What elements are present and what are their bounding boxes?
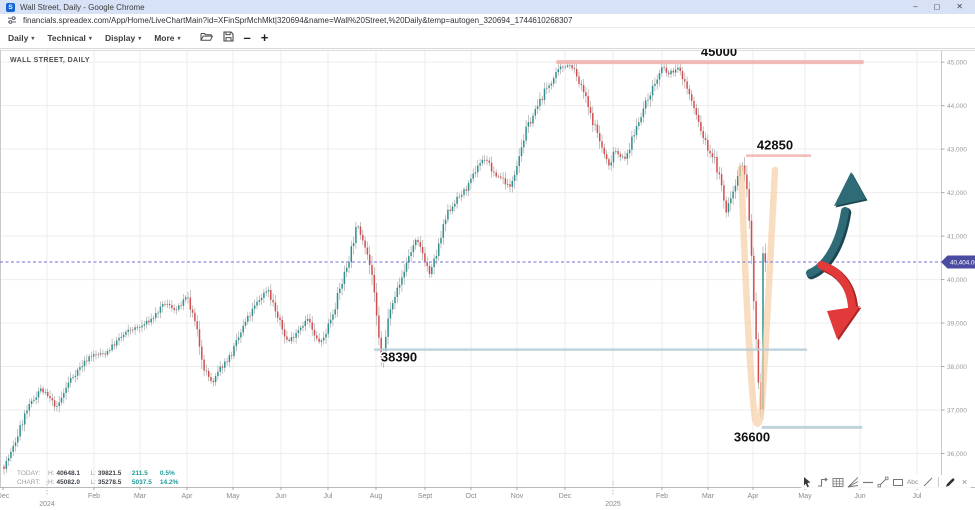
save-icon[interactable] [222, 29, 234, 47]
svg-text:36,000: 36,000 [947, 451, 967, 458]
titlebar: S Wall Street, Daily - Google Chrome – ◻… [0, 0, 975, 14]
svg-text:40,000: 40,000 [947, 277, 967, 284]
pencil-tool-icon[interactable] [943, 475, 956, 489]
svg-text:Aug: Aug [370, 493, 383, 500]
chart-canvas[interactable]: 45,000 44,000 43,000 42,000 41,000 40,000 39,0… [0, 49, 975, 510]
spreadex-favicon-icon: S [6, 2, 15, 12]
svg-text:Mar: Mar [134, 493, 147, 500]
open-folder-icon[interactable] [200, 29, 213, 47]
address-bar: financials.spreadex.com/App/Home/LiveCha… [0, 14, 975, 28]
ray-line-tool-icon[interactable] [921, 475, 934, 489]
chevron-down-icon [138, 35, 141, 42]
toolbar-divider [938, 477, 939, 487]
svg-text:36600: 36600 [734, 429, 770, 444]
close-tool-icon[interactable]: × [961, 477, 968, 487]
svg-text:2024: 2024 [39, 501, 55, 508]
horizontal-line-tool-icon[interactable] [861, 475, 874, 489]
svg-text:38,000: 38,000 [947, 364, 967, 371]
svg-text:37,000: 37,000 [947, 407, 967, 414]
svg-text:43,000: 43,000 [947, 146, 967, 153]
menu-display[interactable]: Display [105, 33, 141, 43]
pointer-tool-icon[interactable] [801, 475, 814, 489]
chart-menubar: Daily Technical Display More [0, 28, 975, 49]
svg-text:Dec: Dec [0, 493, 10, 500]
svg-text:44,000: 44,000 [947, 103, 967, 110]
svg-text:May: May [226, 493, 240, 500]
maximize-button[interactable]: ◻ [933, 2, 941, 11]
candlestick-chart[interactable]: 45,000 44,000 43,000 42,000 41,000 40,000 39,0… [0, 49, 975, 510]
text-tool-icon[interactable]: Abc [906, 478, 919, 486]
menubar-icons: – + [200, 29, 269, 47]
svg-text:41,000: 41,000 [947, 233, 967, 240]
svg-text:Jul: Jul [324, 493, 333, 500]
svg-text:Apr: Apr [182, 493, 194, 500]
close-button[interactable]: ✕ [956, 2, 963, 11]
ohlc-legend: TODAY: H: 40648.1 L: 39821.5 211.5 0.5% CHART:… [17, 469, 178, 487]
svg-text:45,000: 45,000 [947, 59, 967, 66]
svg-text:39,000: 39,000 [947, 320, 967, 327]
svg-text:Jun: Jun [275, 493, 286, 500]
grid-tool-icon[interactable] [831, 475, 844, 489]
legend-row-chart: CHART: H: 45082.0 L: 35278.5 5037.5 14.2% [17, 479, 179, 486]
svg-text:Jun: Jun [854, 493, 865, 500]
chevron-down-icon [31, 35, 34, 42]
svg-text:Feb: Feb [88, 493, 100, 500]
svg-text:38390: 38390 [381, 350, 417, 365]
svg-text:2025: 2025 [605, 501, 621, 508]
svg-text:40,404.00: 40,404.00 [950, 259, 975, 266]
svg-text:42850: 42850 [757, 138, 793, 153]
fan-lines-tool-icon[interactable] [846, 475, 859, 489]
minimize-button[interactable]: – [913, 2, 918, 11]
connector-tool-icon[interactable] [816, 475, 829, 489]
window-title: Wall Street, Daily - Google Chrome [20, 2, 145, 12]
chevron-down-icon [89, 35, 92, 42]
svg-text:Jul: Jul [913, 493, 922, 500]
svg-text:Mar: Mar [702, 493, 715, 500]
svg-text:May: May [798, 493, 812, 500]
rectangle-tool-icon[interactable] [891, 475, 904, 489]
site-settings-icon[interactable] [7, 12, 17, 30]
svg-text:Feb: Feb [656, 493, 668, 500]
menu-more[interactable]: More [154, 33, 180, 43]
instrument-watermark: WALL STREET, DAILY [10, 57, 90, 64]
svg-text:Sept: Sept [418, 493, 432, 500]
legend-row-today: TODAY: H: 40648.1 L: 39821.5 211.5 0.5% [17, 470, 175, 477]
address-url[interactable]: financials.spreadex.com/App/Home/LiveCha… [23, 16, 573, 25]
zoom-out-button[interactable]: – [243, 30, 251, 45]
menu-daily[interactable]: Daily [8, 33, 34, 43]
zoom-in-button[interactable]: + [260, 30, 269, 45]
drawing-toolbar: Abc × [801, 475, 971, 489]
chevron-down-icon [178, 35, 181, 42]
svg-text:45000: 45000 [701, 49, 737, 59]
svg-text:Apr: Apr [748, 493, 760, 500]
svg-text:Oct: Oct [466, 493, 477, 500]
svg-text:42,000: 42,000 [947, 190, 967, 197]
svg-text:Dec: Dec [559, 493, 572, 500]
menu-technical[interactable]: Technical [47, 33, 92, 43]
window-controls: – ◻ ✕ [913, 0, 963, 14]
svg-text:Nov: Nov [511, 493, 524, 500]
trendline-tool-icon[interactable] [876, 475, 889, 489]
